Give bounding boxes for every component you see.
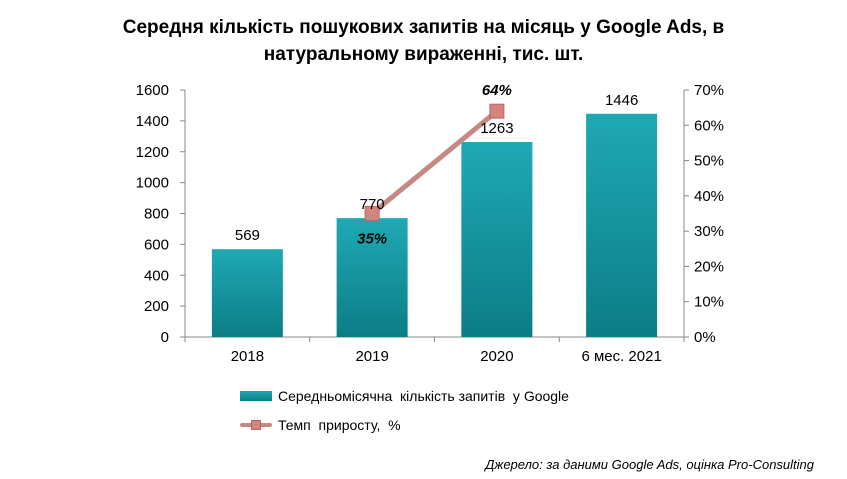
chart-title-line-2: натуральному вираженні, тис. шт.	[263, 44, 584, 65]
source-note: Джерело: за даними Google Ads, оцінка Pr…	[485, 457, 814, 472]
legend-bar-swatch	[240, 391, 272, 401]
right-tick-label: 50%	[694, 153, 724, 170]
left-tick-label: 0	[161, 329, 169, 346]
x-tick-label: 2019	[355, 348, 388, 365]
left-tick-label: 1000	[136, 175, 169, 192]
bar	[586, 113, 658, 338]
right-tick-label: 0%	[694, 329, 716, 346]
left-tick-label: 1600	[136, 82, 169, 99]
legend-label-bars: Середньомісячна кількість запитів у Goog…	[278, 388, 569, 404]
right-tick-label: 60%	[694, 117, 724, 134]
left-tick-label: 1400	[136, 113, 169, 130]
right-tick-label: 10%	[694, 294, 724, 311]
bar-value-label: 1446	[605, 92, 638, 109]
x-tick-label: 6 мес. 2021	[581, 348, 661, 365]
growth-marker	[489, 103, 505, 119]
growth-value-label: 35%	[357, 231, 387, 248]
left-tick-label: 800	[144, 206, 169, 223]
bar-value-label: 1263	[480, 120, 513, 137]
bar	[461, 142, 533, 337]
legend-item-line: Темп приросту, %	[240, 414, 569, 436]
right-tick-label: 30%	[694, 223, 724, 240]
bar	[336, 218, 408, 337]
growth-marker	[364, 206, 380, 221]
bar-value-label: 770	[360, 196, 385, 213]
legend-line-swatch	[240, 420, 272, 430]
bar-value-label: 569	[235, 227, 260, 244]
left-tick-label: 1200	[136, 144, 169, 161]
legend-item-bars: Середньомісячна кількість запитів у Goog…	[240, 385, 569, 407]
left-tick-label: 600	[144, 236, 169, 253]
chart-title: Середня кількість пошукових запитів на м…	[0, 14, 847, 68]
x-tick-label: 2018	[231, 348, 264, 365]
right-tick-label: 20%	[694, 258, 724, 275]
right-tick-label: 40%	[694, 188, 724, 205]
left-tick-label: 200	[144, 298, 169, 315]
legend-label-line: Темп приросту, %	[278, 417, 401, 433]
bar	[211, 249, 283, 337]
x-tick-label: 2020	[480, 348, 513, 365]
growth-line	[369, 108, 500, 216]
chart-title-line-1: Середня кількість пошукових запитів на м…	[122, 17, 725, 38]
right-tick-label: 70%	[694, 82, 724, 99]
left-tick-label: 400	[144, 267, 169, 284]
legend: Середньомісячна кількість запитів у Goog…	[240, 385, 569, 443]
growth-value-label: 64%	[482, 82, 512, 99]
